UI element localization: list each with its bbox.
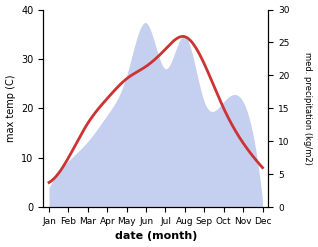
X-axis label: date (month): date (month) [114, 231, 197, 242]
Y-axis label: med. precipitation (kg/m2): med. precipitation (kg/m2) [303, 52, 313, 165]
Y-axis label: max temp (C): max temp (C) [5, 75, 16, 142]
